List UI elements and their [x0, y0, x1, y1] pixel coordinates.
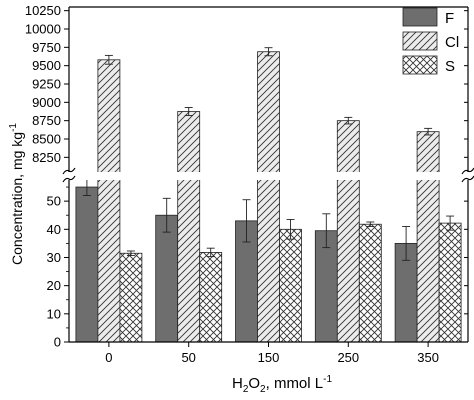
axis-break-mark-left-lower: [62, 175, 76, 183]
error-bar-s-350: [446, 215, 455, 231]
y-tick-label: 8500: [32, 132, 61, 147]
error-bars-layer: [82, 47, 455, 261]
bar-cl-250: [336, 120, 360, 343]
error-bar-f-150: [242, 199, 251, 243]
legend: F Cl S: [402, 7, 459, 75]
bar-f-0: [75, 186, 99, 343]
axis-break-mark-right-upper: [461, 167, 474, 175]
error-bar-cl-250: [344, 116, 353, 125]
error-bar-s-0: [126, 250, 135, 256]
x-tick-label: 0: [105, 350, 112, 365]
bar-cl-0: [97, 59, 121, 343]
error-bar-s-50: [206, 247, 215, 258]
legend-label-s: S: [445, 58, 455, 75]
bar-s-50: [199, 252, 223, 343]
y-tick-label: 8250: [32, 150, 61, 165]
legend-label-cl: Cl: [445, 34, 459, 51]
legend-swatch-f: [402, 7, 438, 27]
y-tick-label: 10: [47, 306, 61, 321]
y-tick-label: 30: [47, 250, 61, 265]
axes-layer: 0 10 20 30 40 50 8250 8500 8750 9000 9250 9500 9750 1…: [25, 3, 474, 365]
bar-s-0: [119, 252, 143, 343]
y-tick-label: 8750: [32, 113, 61, 128]
x-axis-title: H2O2, mmol L-1: [232, 374, 332, 395]
x-axis-title-sup: -1: [323, 374, 332, 385]
bar-cl-350: [416, 131, 440, 343]
y-axis-title: Concentration, mg kg-1: [8, 123, 25, 265]
y-axis-title-sup: -1: [8, 123, 19, 132]
y-tick-label: 9500: [32, 58, 61, 73]
bar-cl-50: [177, 111, 201, 343]
legend-label-f: F: [445, 10, 454, 27]
error-bar-cl-50: [184, 107, 193, 116]
axis-break-mark-right-lower: [461, 175, 474, 183]
bar-s-250: [358, 223, 382, 343]
x-axis-title-unit: , mmol L: [266, 375, 324, 392]
error-bar-f-250: [322, 213, 331, 249]
y-tick-label: 9000: [32, 95, 61, 110]
y-tick-label: 9250: [32, 77, 61, 92]
x-axis-title-h: H: [232, 375, 243, 392]
error-bar-f-350: [402, 226, 411, 261]
y-tick-label: 0: [54, 335, 61, 350]
x-tick-label: 350: [417, 350, 439, 365]
error-bar-cl-350: [424, 127, 433, 136]
y-tick-label: 20: [47, 278, 61, 293]
x-axis-title-o: O: [248, 375, 260, 392]
bar-s-150: [279, 228, 302, 343]
y-axis-title-main: Concentration, mg kg: [9, 132, 25, 265]
error-bar-cl-150: [264, 47, 273, 57]
x-tick-label: 50: [181, 350, 195, 365]
y-tick-label: 10250: [25, 3, 61, 18]
bar-s-350: [438, 222, 462, 343]
x-tick-label: 250: [337, 350, 359, 365]
legend-swatch-cl: [402, 31, 438, 51]
y-tick-label: 10000: [25, 22, 61, 37]
x-axis-title-sub2: 2: [260, 384, 266, 395]
error-bar-f-50: [162, 197, 171, 233]
axis-break-mark-left-upper: [62, 167, 76, 175]
x-tick-label: 150: [258, 350, 280, 365]
y-tick-label: 40: [47, 222, 61, 237]
legend-swatch-s: [402, 55, 438, 75]
bar-f-50: [155, 214, 179, 343]
axis-break-gap: [63, 172, 474, 180]
bars-layer: [75, 51, 462, 343]
error-bar-s-150: [286, 218, 295, 240]
bar-cl-150: [257, 51, 280, 343]
error-bar-cl-0: [104, 54, 113, 65]
y-tick-label: 50: [47, 194, 61, 209]
y-tick-label: 9750: [32, 40, 61, 55]
x-axis-title-sub1: 2: [243, 384, 249, 395]
error-bar-s-250: [366, 221, 375, 227]
